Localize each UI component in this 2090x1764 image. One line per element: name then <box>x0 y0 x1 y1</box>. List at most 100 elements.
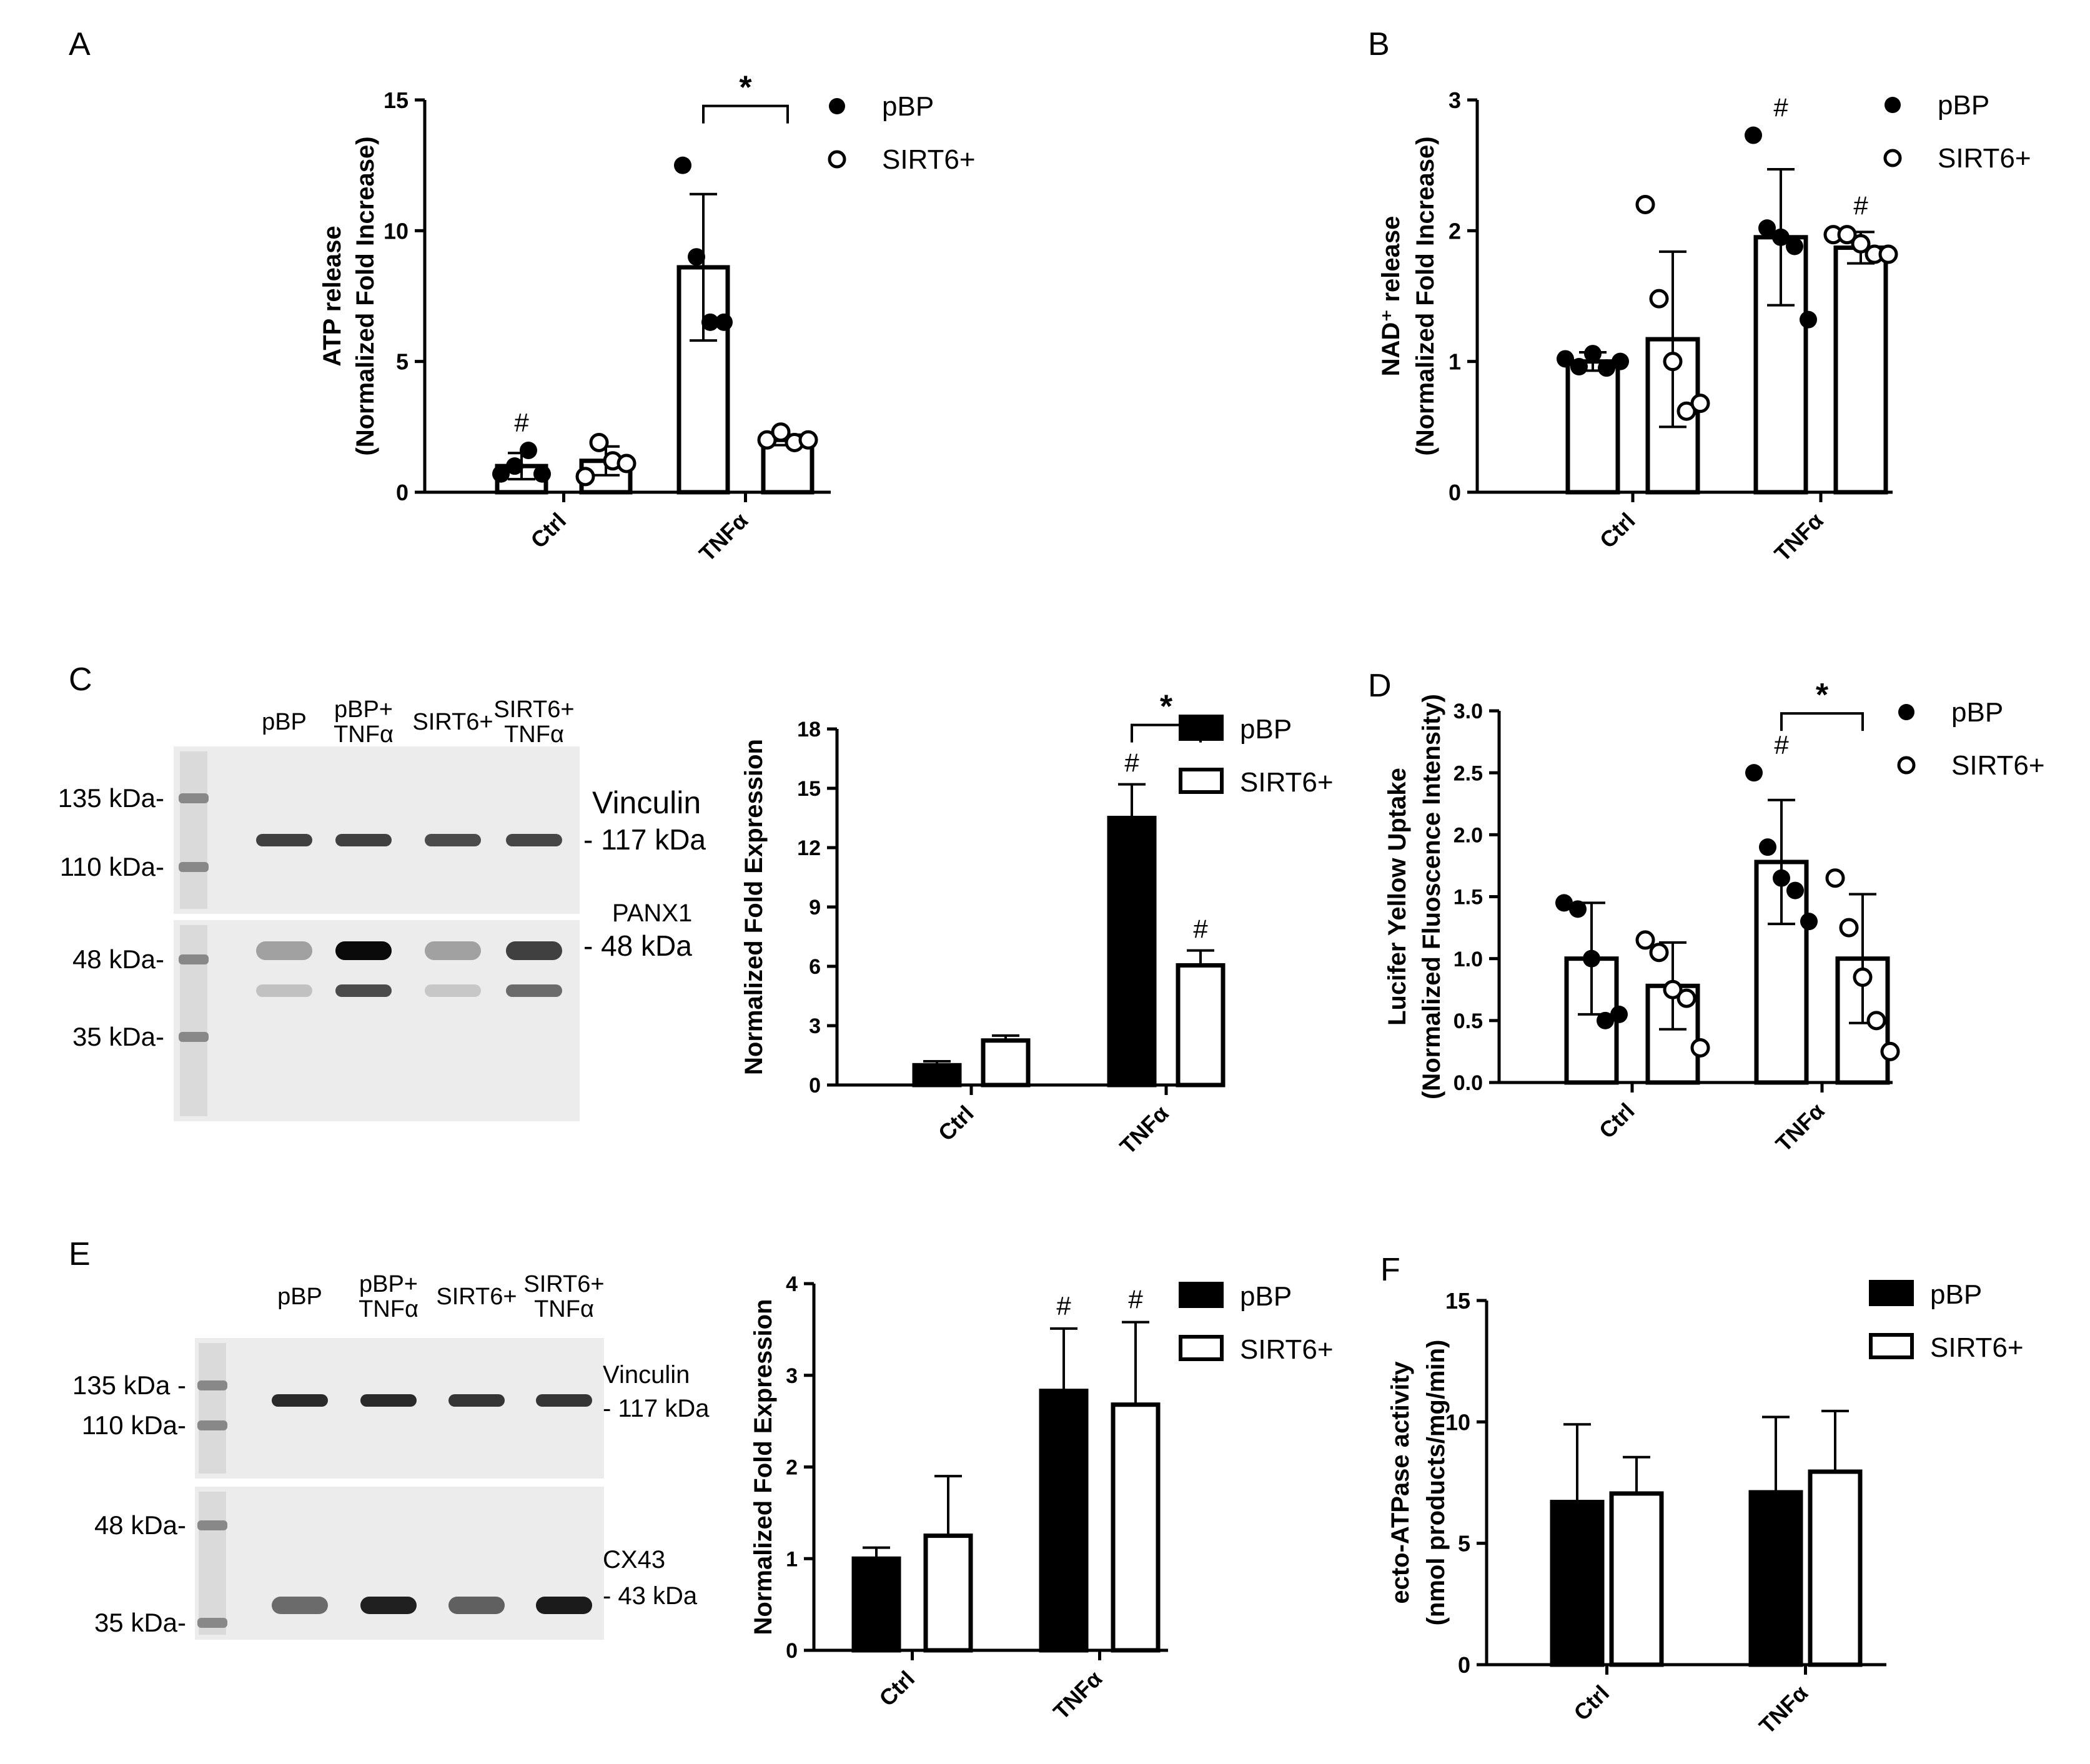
data-point <box>1557 350 1574 368</box>
data-point <box>701 313 719 331</box>
data-point <box>1635 194 1655 214</box>
blot-band <box>425 834 481 846</box>
y-tick-label: 1.5 <box>1454 886 1483 909</box>
legend-marker <box>1179 715 1224 741</box>
x-tick-label: Ctrl <box>933 1101 979 1146</box>
target-size: - 117 kDa <box>603 1395 710 1422</box>
data-point <box>798 430 818 450</box>
marker-label: 110 kDa- <box>60 852 164 881</box>
legend-marker <box>1179 1282 1224 1308</box>
y-tick-label: 10 <box>384 218 409 244</box>
y-axis-label: (Normalized Fold Increase) <box>1412 136 1439 455</box>
data-point <box>1570 358 1588 376</box>
y-axis-label: Normalized Fold Expression <box>750 1299 777 1635</box>
significance-star: * <box>739 70 752 106</box>
y-tick-label: 0.5 <box>1454 1009 1483 1033</box>
ladder-lane <box>180 751 207 909</box>
data-point <box>1676 988 1696 1008</box>
legend-marker <box>1883 149 1902 167</box>
data-point <box>1745 764 1763 782</box>
data-point <box>617 453 636 473</box>
y-tick-label: 2.0 <box>1454 824 1483 848</box>
y-tick-label: 0.0 <box>1454 1071 1483 1095</box>
bar-pbp <box>1565 359 1620 495</box>
blot-band <box>506 984 562 997</box>
x-tick-label: TNFα <box>1771 1098 1830 1157</box>
data-point <box>1663 979 1683 999</box>
significance-hash: # <box>1193 914 1208 944</box>
blot-band <box>360 1394 417 1407</box>
y-tick-label: 10 <box>1445 1409 1470 1435</box>
y-tick-label: 1 <box>1449 349 1461 375</box>
y-tick-label: 2.5 <box>1454 761 1483 785</box>
significance-bracket <box>702 104 789 124</box>
chart-panel-d: 0.0 0.5 1.0 1.5 2.0 2.5 3.0 Lucifer Yellow Upta… <box>1384 677 2045 1157</box>
significance-hash: # <box>1056 1291 1071 1321</box>
lane-label: TNFα <box>359 1296 418 1322</box>
panel-letter-a: A <box>69 26 91 62</box>
legend-label: pBP <box>1240 714 1292 745</box>
legend-label: SIRT6+ <box>1938 143 2031 174</box>
y-tick-label: 2 <box>786 1456 798 1480</box>
significance-star: * <box>1816 677 1829 713</box>
ladder-lane <box>180 925 207 1116</box>
legend-label: pBP <box>1930 1279 1982 1310</box>
data-point <box>589 432 609 452</box>
significance-hash: # <box>1853 191 1868 220</box>
data-point <box>1866 1011 1886 1031</box>
blot-membrane <box>195 1338 604 1479</box>
data-point <box>1612 352 1629 370</box>
target-name: Vinculin <box>592 785 701 820</box>
bar-pbp <box>1107 816 1157 1088</box>
legend-marker <box>1898 704 1914 720</box>
x-tick-label: TNFα <box>1770 508 1828 567</box>
data-point <box>1837 225 1857 245</box>
y-tick-label: 3 <box>1449 87 1461 113</box>
legend-label: pBP <box>882 91 934 122</box>
x-tick-label: Ctrl <box>1595 508 1640 553</box>
data-point <box>1598 359 1615 377</box>
legend-label: pBP <box>1951 697 2003 728</box>
y-tick-label: 0 <box>786 1639 798 1663</box>
blot-band <box>448 1394 505 1407</box>
x-tick-label: TNFα <box>694 508 753 567</box>
significance-star: * <box>1160 689 1173 725</box>
legend-marker <box>1179 1335 1224 1361</box>
ladder-band <box>197 1380 227 1390</box>
legend-label: SIRT6+ <box>1930 1332 2024 1363</box>
lane-label: TNFα <box>334 721 394 748</box>
bar-sirt6 <box>1808 1469 1863 1667</box>
marker-label: 35 kDa- <box>94 1608 186 1637</box>
blot-band <box>335 941 392 960</box>
lane-label: pBP+ <box>359 1271 418 1297</box>
legend-label: pBP <box>1240 1281 1292 1312</box>
y-axis-label: NAD⁺ release <box>1377 216 1405 377</box>
y-tick-label: 15 <box>797 777 821 801</box>
data-point <box>1555 894 1573 912</box>
chart-panel-c: 0 3 6 9 12 15 18 Normalized Fold Expression Ctrl… <box>740 689 1334 1159</box>
blot-membrane <box>174 746 580 914</box>
blot-band <box>272 1597 328 1614</box>
y-tick-label: 6 <box>809 955 821 979</box>
y-tick-label: 3.0 <box>1454 700 1483 723</box>
y-tick-label: 5 <box>1458 1531 1470 1557</box>
ladder-lane <box>199 1492 226 1635</box>
data-point <box>533 465 551 483</box>
data-point <box>1853 967 1873 987</box>
blot-band <box>360 1597 417 1614</box>
x-tick-label: Ctrl <box>1568 1680 1614 1726</box>
legend-marker <box>1884 97 1901 113</box>
data-point <box>1649 943 1669 963</box>
y-axis-label: ATP release <box>319 225 346 366</box>
y-tick-label: 3 <box>786 1364 798 1388</box>
ladder-band <box>197 1420 227 1430</box>
blot-band <box>335 984 392 997</box>
y-tick-label: 5 <box>396 349 409 375</box>
lane-label: pBP+ <box>334 696 393 723</box>
legend-marker <box>1869 1333 1914 1359</box>
chart-panel-b: 0 1 2 3 NAD⁺ release (Normalized Fold Increas… <box>1377 87 2031 567</box>
x-tick-label: Ctrl <box>525 508 571 553</box>
data-point <box>1772 228 1790 246</box>
